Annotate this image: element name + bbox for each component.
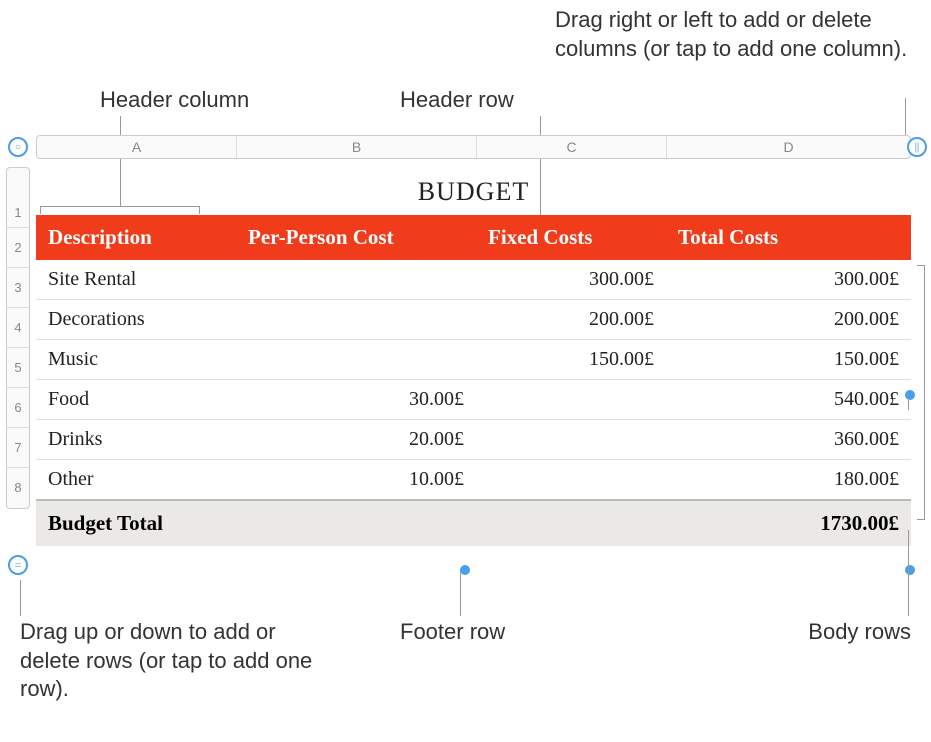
- row-header-8[interactable]: 8: [7, 468, 29, 508]
- cell-total[interactable]: 150.00£: [666, 340, 911, 380]
- cell-fixed[interactable]: [476, 420, 666, 460]
- row-ruler[interactable]: 1 2 3 4 5 6 7 8: [6, 167, 30, 509]
- cell-pp[interactable]: [236, 260, 476, 300]
- cell-total[interactable]: 540.00£: [666, 380, 911, 420]
- column-header-D[interactable]: D: [667, 136, 910, 158]
- callout-line: [905, 98, 906, 136]
- cell-fixed[interactable]: 200.00£: [476, 300, 666, 340]
- callout-row-handle: Drag up or down to add or delete rows (o…: [20, 618, 340, 704]
- callout-line: [20, 580, 21, 616]
- footer-label[interactable]: Budget Total: [36, 500, 236, 546]
- cell-total[interactable]: 200.00£: [666, 300, 911, 340]
- column-ruler[interactable]: A B C D: [36, 135, 911, 159]
- cell-fixed[interactable]: [476, 380, 666, 420]
- cell-desc[interactable]: Food: [36, 380, 236, 420]
- callout-header-row: Header row: [400, 86, 514, 115]
- budget-table[interactable]: Description Per-Person Cost Fixed Costs …: [36, 215, 911, 546]
- row-header-2[interactable]: 2: [7, 228, 29, 268]
- header-fixed[interactable]: Fixed Costs: [476, 215, 666, 260]
- cell-desc[interactable]: Decorations: [36, 300, 236, 340]
- callout-line: [460, 572, 461, 616]
- cell-total[interactable]: 360.00£: [666, 420, 911, 460]
- row-header-6[interactable]: 6: [7, 388, 29, 428]
- header-description[interactable]: Description: [36, 215, 236, 260]
- add-row-handle[interactable]: =: [8, 555, 28, 575]
- table-row[interactable]: Other 10.00£ 180.00£: [36, 460, 911, 501]
- callout-bracket: [917, 265, 925, 520]
- header-total[interactable]: Total Costs: [666, 215, 911, 260]
- table-corner-handle[interactable]: ○: [8, 137, 28, 157]
- cell-fixed[interactable]: 300.00£: [476, 260, 666, 300]
- table-footer-row[interactable]: Budget Total 1730.00£: [36, 500, 911, 546]
- footer-cell[interactable]: [476, 500, 666, 546]
- table-row[interactable]: Music 150.00£ 150.00£: [36, 340, 911, 380]
- cell-total[interactable]: 180.00£: [666, 460, 911, 501]
- table-row[interactable]: Food 30.00£ 540.00£: [36, 380, 911, 420]
- add-column-handle[interactable]: ||: [907, 137, 927, 157]
- row-header-4[interactable]: 4: [7, 308, 29, 348]
- table-container: BUDGET Description Per-Person Cost Fixed…: [36, 167, 911, 546]
- selection-handle[interactable]: [460, 565, 470, 575]
- selection-handle[interactable]: [905, 565, 915, 575]
- cell-total[interactable]: 300.00£: [666, 260, 911, 300]
- row-header-3[interactable]: 3: [7, 268, 29, 308]
- column-header-A[interactable]: A: [37, 136, 237, 158]
- cell-fixed[interactable]: 150.00£: [476, 340, 666, 380]
- selection-handle[interactable]: [905, 390, 915, 400]
- cell-desc[interactable]: Drinks: [36, 420, 236, 460]
- footer-total[interactable]: 1730.00£: [666, 500, 911, 546]
- callout-header-column: Header column: [100, 86, 249, 115]
- header-per-person[interactable]: Per-Person Cost: [236, 215, 476, 260]
- callout-line: [908, 400, 909, 410]
- table-body: Site Rental 300.00£ 300.00£ Decorations …: [36, 260, 911, 500]
- cell-desc[interactable]: Music: [36, 340, 236, 380]
- callout-footer-row: Footer row: [400, 618, 505, 647]
- cell-fixed[interactable]: [476, 460, 666, 501]
- table-row[interactable]: Site Rental 300.00£ 300.00£: [36, 260, 911, 300]
- table-header-row[interactable]: Description Per-Person Cost Fixed Costs …: [36, 215, 911, 260]
- callout-line: [908, 530, 909, 616]
- column-header-C[interactable]: C: [477, 136, 667, 158]
- cell-pp[interactable]: [236, 340, 476, 380]
- table-row[interactable]: Drinks 20.00£ 360.00£: [36, 420, 911, 460]
- footer-cell[interactable]: [236, 500, 476, 546]
- cell-pp[interactable]: 30.00£: [236, 380, 476, 420]
- cell-desc[interactable]: Site Rental: [36, 260, 236, 300]
- row-header-5[interactable]: 5: [7, 348, 29, 388]
- callout-column-handle: Drag right or left to add or delete colu…: [555, 6, 915, 63]
- cell-pp[interactable]: 20.00£: [236, 420, 476, 460]
- table-row[interactable]: Decorations 200.00£ 200.00£: [36, 300, 911, 340]
- cell-desc[interactable]: Other: [36, 460, 236, 501]
- table-title: BUDGET: [36, 167, 911, 215]
- cell-pp[interactable]: [236, 300, 476, 340]
- cell-pp[interactable]: 10.00£: [236, 460, 476, 501]
- row-header-7[interactable]: 7: [7, 428, 29, 468]
- callout-body-rows: Body rows: [808, 618, 911, 647]
- column-header-B[interactable]: B: [237, 136, 477, 158]
- row-header-1[interactable]: 1: [7, 168, 29, 228]
